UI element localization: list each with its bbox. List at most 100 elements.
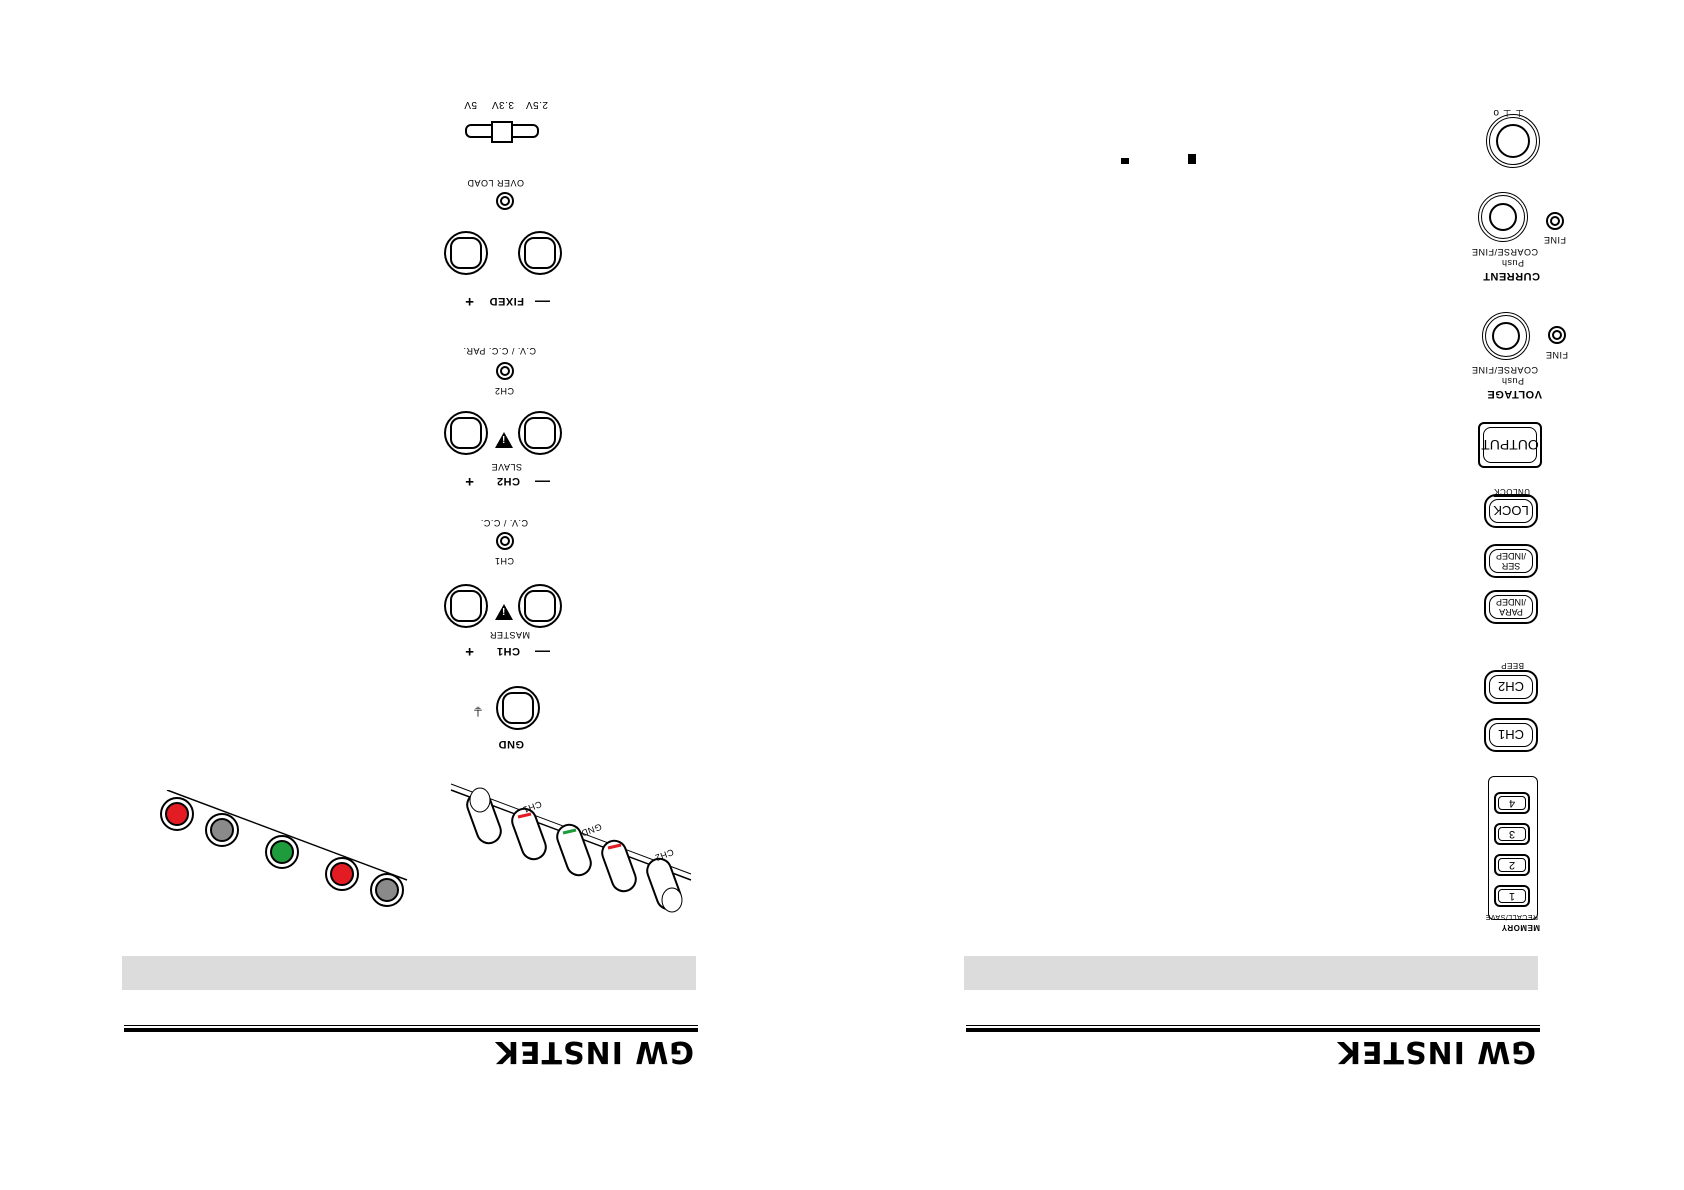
jack-ch2-plus [330, 862, 354, 886]
jack-ch2-minus [375, 878, 399, 902]
fixed-plus-terminal[interactable] [444, 231, 488, 275]
memory-key-1-label: 1 [1498, 889, 1526, 903]
fixed-plus-label: + [465, 293, 474, 310]
voltage-select-switch[interactable] [491, 121, 513, 143]
ch1-label: CH1 [496, 645, 520, 657]
ch1-button[interactable]: CH1 [1484, 718, 1538, 752]
voltage-coarse-fine-label: COARSE/FINE [1471, 365, 1538, 375]
power-on-icon [1188, 154, 1196, 164]
ch1-plus-terminal[interactable] [444, 584, 488, 628]
power-switch-cap [1496, 124, 1530, 158]
ch2-button-label: CH2 [1489, 675, 1533, 699]
ch2-plus-label: + [465, 473, 474, 490]
current-push-label: Push [1501, 258, 1524, 268]
ser-indep-face: SER /INDEP [1489, 549, 1533, 573]
warning-icon [495, 604, 513, 620]
left-page-content: GW INSTEK CH2 GND CH1 [0, 0, 842, 1190]
header-rule-thin [966, 1025, 1540, 1026]
memory-key-1[interactable]: 1 [1494, 885, 1530, 907]
fixed-minus-label: — [535, 293, 550, 310]
post-3 [556, 823, 592, 877]
header-rule-thick [124, 1028, 698, 1032]
ser-label: SER [1501, 561, 1521, 571]
fixed-label: FIXED [489, 295, 524, 307]
header-band [122, 956, 696, 990]
ch1-led-label: CH1 [494, 556, 514, 566]
post-1 [646, 857, 683, 913]
ch2-minus-terminal[interactable] [518, 411, 562, 455]
voltage-fine-led-label: FINE [1545, 350, 1568, 360]
gnd-label: GND [498, 738, 524, 750]
terminal-jack-illustration [160, 790, 408, 907]
fixed-minus-terminal[interactable] [518, 231, 562, 275]
para-indep-label: /INDEP [1496, 597, 1527, 607]
cv-cc-par-label: C.V. / C.C. PAR. [462, 346, 536, 356]
ser-indep-button[interactable]: SER /INDEP [1484, 544, 1538, 578]
lock-button[interactable]: LOCK [1484, 494, 1538, 528]
ch1-minus-label: — [535, 643, 550, 660]
current-knob-cap [1489, 203, 1517, 231]
header-rule-thin [124, 1025, 698, 1026]
memory-key-2-label: 2 [1498, 858, 1526, 872]
brand-logo: GW INSTEK [494, 1034, 694, 1069]
header-rule-thick [966, 1028, 1540, 1032]
ch1-cv-cc-led [496, 532, 514, 550]
voltage-knob[interactable] [1482, 312, 1530, 360]
memory-key-3-label: 3 [1498, 827, 1526, 841]
ser-indep-label: /INDEP [1496, 551, 1527, 561]
ch2-minus-label: — [535, 473, 550, 490]
ch1-plus-label: + [465, 643, 474, 660]
jack-ch1-minus [210, 818, 234, 842]
overload-label: OVER LOAD [466, 178, 524, 188]
right-page-content: GW INSTEK MEMORY RECALL/SAVE 1 2 3 4 CH1… [842, 0, 1684, 1190]
para-indep-button[interactable]: PARA /INDEP [1484, 590, 1538, 624]
output-button-label: OUTPUT [1481, 427, 1539, 463]
power-on-off-icon: ⊥ ⊥ o [1492, 107, 1524, 118]
memory-key-2[interactable]: 2 [1494, 854, 1530, 876]
binding-post-illustration [450, 783, 692, 913]
voltage-knob-cap [1492, 322, 1520, 350]
memory-key-4[interactable]: 4 [1494, 792, 1530, 814]
memory-label: MEMORY [1501, 923, 1540, 932]
left-page: GW INSTEK CH2 GND CH1 [0, 0, 842, 1190]
post-5 [466, 787, 502, 845]
jack-ch1-plus [165, 802, 189, 826]
header-band [964, 956, 1538, 990]
voltage-option-5v: 5V [463, 99, 477, 110]
ch2-label: CH2 [496, 475, 520, 487]
voltage-option-2v5: 2.5V [525, 99, 548, 110]
brand-logo: GW INSTEK [1336, 1034, 1536, 1069]
ch2-led-label: CH2 [494, 386, 514, 396]
memory-key-3[interactable]: 3 [1494, 823, 1530, 845]
ground-icon: ⏚ [471, 704, 484, 718]
current-fine-led [1546, 212, 1564, 230]
gnd-terminal[interactable] [496, 686, 540, 730]
ch2-plus-terminal[interactable] [444, 411, 488, 455]
post-2 [601, 839, 637, 893]
ch2-button[interactable]: CH2 [1484, 670, 1538, 704]
ch1-minus-terminal[interactable] [518, 584, 562, 628]
beep-label: BEEP [1500, 661, 1524, 670]
voltage-fine-led [1548, 326, 1566, 344]
cv-cc-label: C.V. / C.C. [480, 518, 528, 528]
recall-save-label: RECALL/SAVE [1485, 913, 1538, 920]
memory-key-4-label: 4 [1498, 796, 1526, 810]
power-switch[interactable] [1486, 114, 1540, 168]
ch1-button-label: CH1 [1489, 723, 1533, 747]
voltage-push-label: Push [1501, 376, 1524, 386]
warning-icon [495, 432, 513, 448]
unlock-label: UNLOCK [1493, 487, 1530, 496]
current-coarse-fine-label: COARSE/FINE [1471, 247, 1538, 257]
jack-baseline [166, 790, 408, 881]
voltage-option-3v3: 3.3V [491, 99, 514, 110]
ch2-cv-cc-par-led [496, 362, 514, 380]
current-knob[interactable] [1478, 192, 1528, 242]
current-label: CURRENT [1482, 270, 1540, 282]
right-page: GW INSTEK MEMORY RECALL/SAVE 1 2 3 4 CH1… [842, 0, 1684, 1190]
output-button[interactable]: OUTPUT [1478, 422, 1542, 468]
jack-gnd [270, 840, 294, 864]
master-label: MASTER [489, 630, 530, 640]
voltage-label: VOLTAGE [1486, 388, 1542, 400]
para-indep-face: PARA /INDEP [1489, 595, 1533, 619]
para-label: PARA [1499, 607, 1523, 617]
